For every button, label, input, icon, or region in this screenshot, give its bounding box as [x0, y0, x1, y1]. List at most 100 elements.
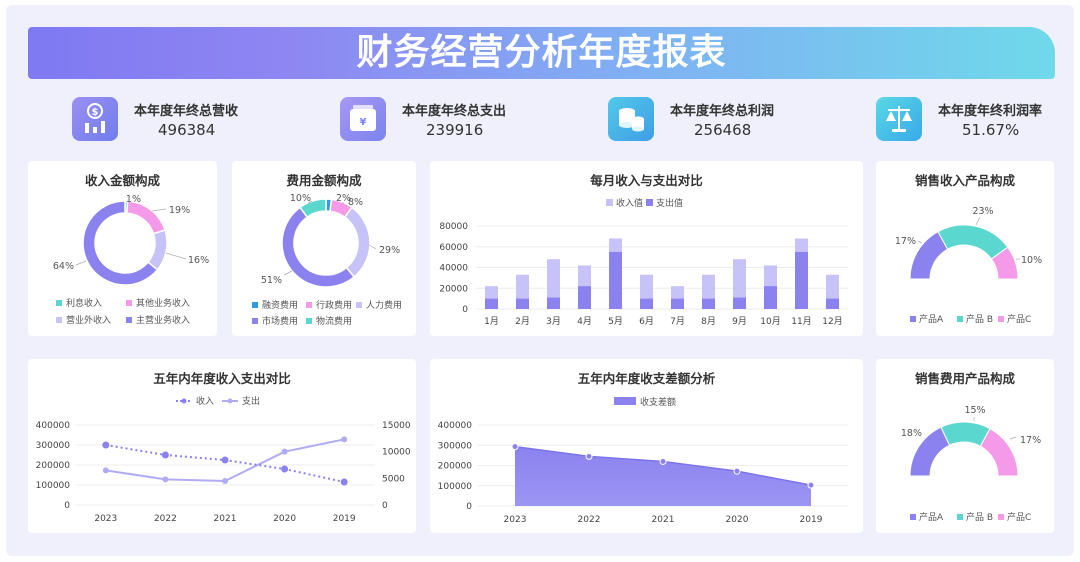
card-title: 五年内年度收入支出对比: [153, 371, 291, 386]
bar-expense: [764, 286, 777, 309]
svg-text:$: $: [92, 107, 99, 118]
y-tick-label: 0: [462, 305, 468, 315]
legend-label: 收入: [196, 395, 214, 407]
x-tick-label: 1月: [484, 316, 499, 327]
five-year-compare-chart: 收入 支出 0 100000 200000 300000 400000 0 5000 10000 1…: [36, 395, 411, 524]
y-tick-label: 100000: [438, 482, 473, 492]
expense-icon: ¥: [340, 97, 386, 141]
legend-marker: [227, 398, 233, 404]
legend-swatch: [998, 514, 1004, 520]
x-tick-label: 2019: [333, 514, 356, 524]
card-title: 每月收入与支出对比: [590, 173, 703, 188]
x-tick-label: 3月: [546, 316, 561, 327]
kpi-label: 本年度年终利润率: [938, 104, 1043, 119]
income-composition-card: 收入金额构成 1% 19% 16% 64% 利息收入 其他业务收入 营业外收入 主营业务收入: [28, 161, 217, 336]
label-leader-line: [975, 216, 981, 226]
y-tick-label-right: 5000: [382, 474, 405, 484]
legend-swatch: [606, 199, 613, 206]
x-tick-label: 11月: [791, 316, 811, 327]
legend-swatch: [957, 316, 963, 322]
bar-income: [547, 259, 560, 309]
x-tick-label: 7月: [670, 316, 685, 327]
legend-swatch: [306, 302, 312, 308]
data-point-expense: [102, 467, 109, 474]
slice-label: 16%: [188, 255, 209, 266]
bar-expense: [795, 251, 808, 309]
bar-expense: [733, 297, 746, 309]
legend-label: 利息收入: [66, 297, 102, 309]
data-point: [733, 467, 741, 475]
legend-swatch: [614, 397, 636, 405]
label-leader-line: [1009, 436, 1017, 440]
legend-label: 市场费用: [262, 315, 298, 327]
card-title: 销售费用产品构成: [914, 371, 1015, 386]
legend-label: 行政费用: [316, 299, 352, 311]
y-tick-label-right: 0: [382, 501, 388, 511]
y-tick-label-left: 0: [64, 501, 70, 511]
data-point: [807, 481, 815, 489]
pie-slice: [126, 200, 166, 235]
x-tick-label: 4月: [577, 316, 592, 327]
monthly-compare-card: 每月收入与支出对比 收入值 支出值 0 20000 40000 60000 80000 1月 2…: [430, 161, 863, 336]
slice-label: 29%: [379, 245, 400, 256]
slice-label: 15%: [964, 405, 985, 416]
slice-label: 18%: [901, 428, 922, 439]
y-tick-label-left: 400000: [36, 421, 71, 431]
slice-label: 10%: [290, 193, 311, 204]
x-tick-label: 6月: [639, 316, 654, 327]
y-tick-label-right: 10000: [382, 448, 411, 458]
data-point-income: [221, 456, 229, 464]
bar-expense: [826, 298, 839, 309]
legend-label: 收支差额: [640, 396, 676, 408]
x-tick-label: 2月: [515, 316, 530, 327]
page-title: 财务经营分析年度报表: [356, 32, 727, 73]
legend-label: 主营业务收入: [136, 314, 190, 326]
five-year-compare-card: 五年内年度收入支出对比 收入 支出 0 100000 200000 300000 40000…: [28, 359, 416, 533]
data-point: [511, 443, 519, 451]
legend-label: 融资费用: [262, 299, 298, 311]
kpi-label: 本年度年终总营收: [134, 104, 239, 119]
legend-label: 营业外收入: [66, 314, 111, 326]
legend-swatch: [910, 316, 916, 322]
x-tick-label: 2020: [726, 515, 749, 525]
x-tick-label: 2021: [652, 515, 675, 525]
x-tick-label: 2019: [800, 515, 823, 525]
bar-expense: [702, 298, 715, 309]
bar-expense: [671, 298, 684, 309]
legend-label: 其他业务收入: [136, 297, 190, 309]
legend-swatch: [252, 302, 258, 308]
slice-label: 10%: [1021, 255, 1042, 266]
legend-label: 产品A: [919, 511, 944, 523]
y-tick-label: 200000: [438, 462, 473, 472]
data-point-income: [281, 465, 289, 473]
x-tick-label: 2022: [154, 514, 177, 524]
legend-swatch: [646, 199, 653, 206]
y-tick-label-left: 100000: [36, 481, 71, 491]
bar-expense: [516, 298, 529, 309]
kpi-margin: 本年度年终利润率 51.67%: [876, 97, 1080, 143]
kpi-revenue: $ 本年度年终总营收 496384: [72, 97, 312, 143]
x-tick-label: 5月: [608, 316, 623, 327]
data-point-expense: [281, 448, 288, 455]
legend-swatch: [306, 318, 312, 324]
legend-label: 支出值: [656, 197, 683, 209]
bar-expense: [609, 251, 622, 309]
x-tick-label: 8月: [701, 316, 716, 327]
bar-expense: [578, 286, 591, 309]
legend-swatch: [56, 317, 62, 323]
sales-expense-product-card: 销售费用产品构成 18% 15% 17% 产品A 产品 B 产品C: [876, 359, 1054, 533]
y-tick-label: 400000: [438, 421, 473, 431]
bar-income: [733, 259, 746, 309]
bar-expense: [640, 298, 653, 309]
legend-label: 产品 B: [966, 313, 993, 325]
revenue-icon: $: [72, 97, 118, 141]
legend-label: 物流费用: [316, 315, 352, 327]
legend-marker: [181, 398, 187, 404]
gauge-segment: [979, 428, 1019, 477]
data-point: [659, 457, 667, 465]
legend-swatch: [126, 317, 132, 323]
legend-swatch: [998, 316, 1004, 322]
y-tick-label: 0: [466, 502, 472, 512]
area-fill: [515, 446, 811, 506]
